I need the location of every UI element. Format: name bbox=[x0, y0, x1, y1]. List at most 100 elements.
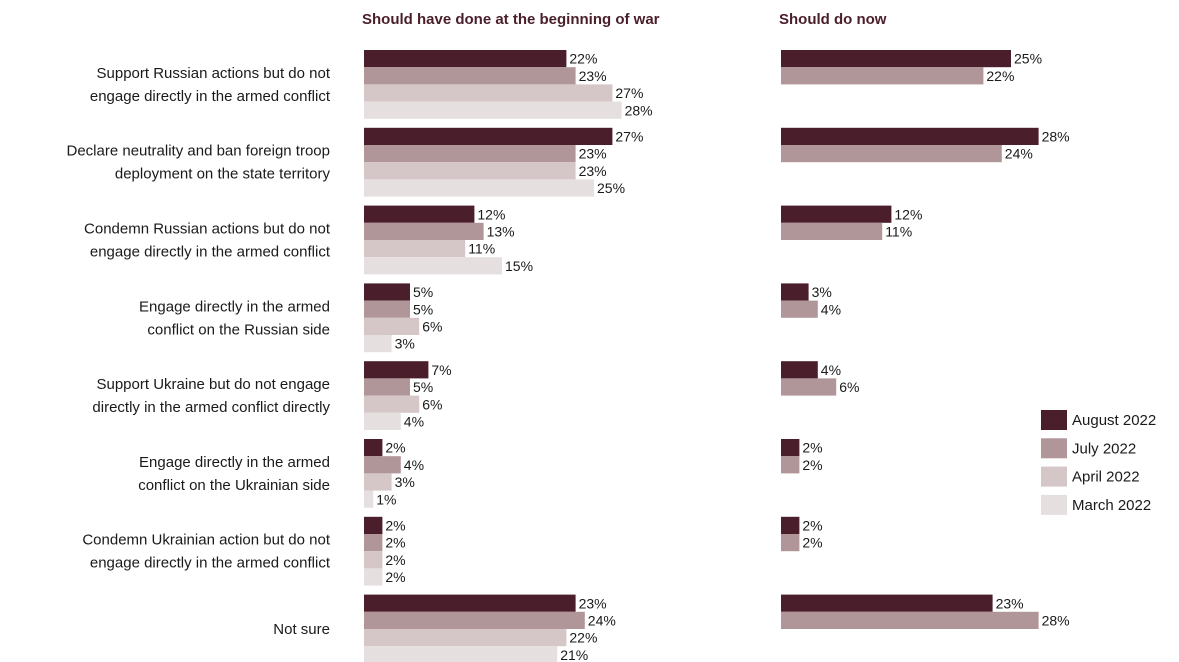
bar bbox=[781, 127, 1039, 145]
bar bbox=[364, 50, 567, 68]
category-label: Condemn Ukrainian action but do not bbox=[82, 532, 330, 549]
data-label: 2% bbox=[385, 552, 405, 568]
data-label: 2% bbox=[802, 518, 822, 534]
bar bbox=[364, 283, 410, 301]
bar bbox=[364, 101, 622, 119]
data-label: 23% bbox=[996, 595, 1024, 611]
bar bbox=[781, 516, 800, 534]
category-label: directly in the armed conflict directly bbox=[92, 399, 330, 416]
data-label: 15% bbox=[505, 258, 533, 274]
data-label: 28% bbox=[1042, 129, 1070, 145]
data-label: 3% bbox=[395, 336, 415, 352]
bar bbox=[364, 490, 374, 508]
data-label: 2% bbox=[802, 457, 822, 473]
data-label: 22% bbox=[569, 51, 597, 67]
bar bbox=[364, 473, 392, 491]
category-label: conflict on the Ukrainian side bbox=[138, 477, 330, 494]
bar bbox=[364, 67, 576, 85]
data-label: 4% bbox=[404, 457, 424, 473]
data-label: 23% bbox=[579, 146, 607, 162]
data-label: 23% bbox=[579, 163, 607, 179]
category-label: conflict on the Russian side bbox=[147, 321, 330, 338]
bar bbox=[781, 594, 993, 612]
data-label: 13% bbox=[487, 224, 515, 240]
bar bbox=[781, 534, 800, 552]
bar bbox=[781, 378, 837, 396]
bar bbox=[781, 50, 1011, 68]
bar bbox=[781, 300, 818, 318]
data-label: 25% bbox=[597, 180, 625, 196]
bar bbox=[364, 205, 475, 223]
data-label: 7% bbox=[431, 362, 451, 378]
bar bbox=[364, 594, 576, 612]
data-label: 25% bbox=[1014, 51, 1042, 67]
category-label: engage directly in the armed conflict bbox=[90, 555, 331, 572]
data-label: 6% bbox=[839, 379, 859, 395]
bar bbox=[364, 611, 585, 629]
category-label: Declare neutrality and ban foreign troop bbox=[67, 143, 331, 160]
data-label: 28% bbox=[625, 102, 653, 118]
data-label: 2% bbox=[385, 569, 405, 585]
category-label: Support Ukraine but do not engage bbox=[96, 376, 330, 393]
bar bbox=[364, 629, 567, 647]
bar bbox=[364, 317, 420, 335]
bar bbox=[364, 162, 576, 180]
bar bbox=[364, 516, 383, 534]
data-label: 24% bbox=[588, 613, 616, 629]
data-label: 22% bbox=[986, 68, 1014, 84]
legend-label: March 2022 bbox=[1072, 497, 1151, 514]
bar bbox=[781, 145, 1002, 163]
bar bbox=[781, 361, 818, 379]
bar bbox=[364, 300, 410, 318]
bar bbox=[781, 456, 800, 474]
data-label: 27% bbox=[615, 85, 643, 101]
bar bbox=[364, 646, 558, 662]
bar bbox=[364, 378, 410, 396]
data-label: 27% bbox=[615, 129, 643, 145]
data-label: 23% bbox=[579, 595, 607, 611]
bar bbox=[781, 222, 883, 240]
data-label: 21% bbox=[560, 647, 588, 662]
category-label: engage directly in the armed conflict bbox=[90, 88, 331, 105]
category-label: Condemn Russian actions but do not bbox=[84, 221, 331, 238]
data-label: 4% bbox=[821, 362, 841, 378]
bar bbox=[364, 412, 401, 430]
data-label: 2% bbox=[802, 440, 822, 456]
data-label: 4% bbox=[821, 301, 841, 317]
data-label: 3% bbox=[395, 474, 415, 490]
legend-label: August 2022 bbox=[1072, 412, 1156, 429]
panel-title: Should do now bbox=[779, 11, 887, 28]
bar bbox=[364, 222, 484, 240]
legend-label: July 2022 bbox=[1072, 440, 1136, 457]
bar bbox=[781, 205, 892, 223]
data-label: 24% bbox=[1005, 146, 1033, 162]
legend-label: April 2022 bbox=[1072, 469, 1140, 486]
legend-swatch bbox=[1041, 494, 1067, 515]
category-label: Engage directly in the armed bbox=[139, 454, 330, 471]
category-label: Engage directly in the armed bbox=[139, 298, 330, 315]
data-label: 22% bbox=[569, 630, 597, 646]
data-label: 2% bbox=[385, 440, 405, 456]
data-label: 4% bbox=[404, 414, 424, 430]
legend-swatch bbox=[1041, 466, 1067, 487]
bar bbox=[364, 439, 383, 457]
bar bbox=[781, 283, 809, 301]
bar bbox=[364, 568, 383, 586]
data-label: 6% bbox=[422, 396, 442, 412]
bar bbox=[364, 240, 466, 258]
data-label: 5% bbox=[413, 379, 433, 395]
bar bbox=[781, 67, 984, 85]
bar bbox=[364, 179, 594, 197]
panel-title: Should have done at the beginning of war bbox=[362, 11, 660, 28]
bar bbox=[364, 534, 383, 552]
bar bbox=[781, 611, 1039, 629]
bar bbox=[364, 257, 502, 275]
bar bbox=[364, 335, 392, 353]
bar bbox=[781, 439, 800, 457]
bar bbox=[364, 361, 429, 379]
data-label: 12% bbox=[894, 206, 922, 222]
legend-swatch bbox=[1041, 438, 1067, 459]
bar bbox=[364, 127, 613, 145]
category-label: Support Russian actions but do not bbox=[97, 65, 331, 82]
